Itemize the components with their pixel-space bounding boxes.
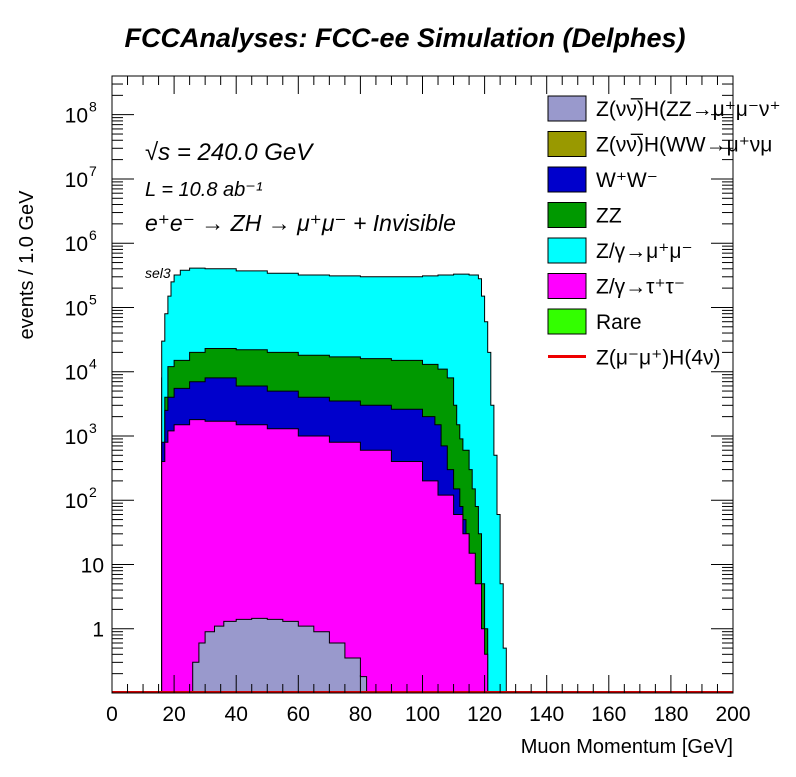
y-tick-label: 10 — [65, 169, 88, 192]
y-tick-label: 10 — [65, 426, 88, 449]
y-tick-label: 10 — [65, 233, 88, 256]
legend-swatch — [547, 166, 587, 193]
x-tick-label: 160 — [591, 703, 626, 726]
legend-swatch — [547, 308, 587, 335]
x-tick-label: 200 — [715, 703, 750, 726]
legend-label: Z(μ⁻μ⁺)H(4ν) — [596, 347, 721, 370]
legend-label: Z(νν̅)H(WW→μ⁺νμ — [596, 134, 772, 157]
legend-label: ZZ — [596, 205, 622, 228]
x-tick-label: 180 — [653, 703, 688, 726]
y-axis-label: events / 1.0 GeV — [16, 190, 38, 340]
x-tick-label: 0 — [106, 703, 118, 726]
y-tick-label: 10 — [65, 362, 88, 385]
legend-label: W⁺W⁻ — [596, 169, 658, 192]
y-tick-exponent: 4 — [89, 356, 97, 372]
y-tick-label: 10 — [81, 554, 104, 577]
y-tick-exponent: 2 — [89, 484, 97, 500]
annotation-selection: sel3 — [145, 265, 171, 281]
y-tick-exponent: 8 — [89, 99, 97, 115]
annotation-sqrt-s: √s = 240.0 GeV — [145, 139, 314, 166]
y-tick-exponent: 7 — [89, 163, 97, 179]
x-tick-label: 100 — [405, 703, 440, 726]
legend-label: Rare — [596, 311, 642, 334]
chart-title: FCCAnalyses: FCC-ee Simulation (Delphes) — [124, 23, 685, 53]
y-tick-label: 10 — [65, 297, 88, 320]
x-tick-label: 80 — [349, 703, 372, 726]
legend-label: Z/γ→μ⁺μ⁻ — [596, 240, 693, 263]
x-tick-label: 40 — [225, 703, 248, 726]
x-tick-label: 20 — [162, 703, 185, 726]
annotation-lumi: L = 10.8 ab⁻¹ — [145, 179, 263, 201]
x-tick-label: 60 — [287, 703, 310, 726]
legend-swatch — [547, 95, 587, 122]
y-tick-exponent: 5 — [89, 291, 97, 307]
legend-label: Z/γ→τ⁺τ⁻ — [596, 276, 685, 299]
y-tick-label: 10 — [65, 105, 88, 128]
y-tick-label: 1 — [92, 619, 104, 642]
y-tick-label: 10 — [65, 490, 88, 513]
x-tick-label: 140 — [529, 703, 564, 726]
series-area-5 — [186, 617, 368, 694]
x-axis-label: Muon Momentum [GeV] — [521, 736, 733, 758]
y-tick-exponent: 3 — [89, 420, 97, 436]
legend-swatch — [547, 131, 587, 157]
x-tick-label: 120 — [467, 703, 502, 726]
annotation-process: e⁺e⁻ → ZH → μ⁺μ⁻ + Invisible — [145, 210, 456, 236]
legend-swatch — [547, 237, 587, 264]
legend-swatch — [547, 202, 587, 228]
legend-label: Z(νν̅)H(ZZ→μ⁺μ⁻ν⁺ — [596, 98, 781, 121]
legend-swatch — [547, 273, 587, 299]
y-tick-exponent: 6 — [89, 227, 97, 243]
